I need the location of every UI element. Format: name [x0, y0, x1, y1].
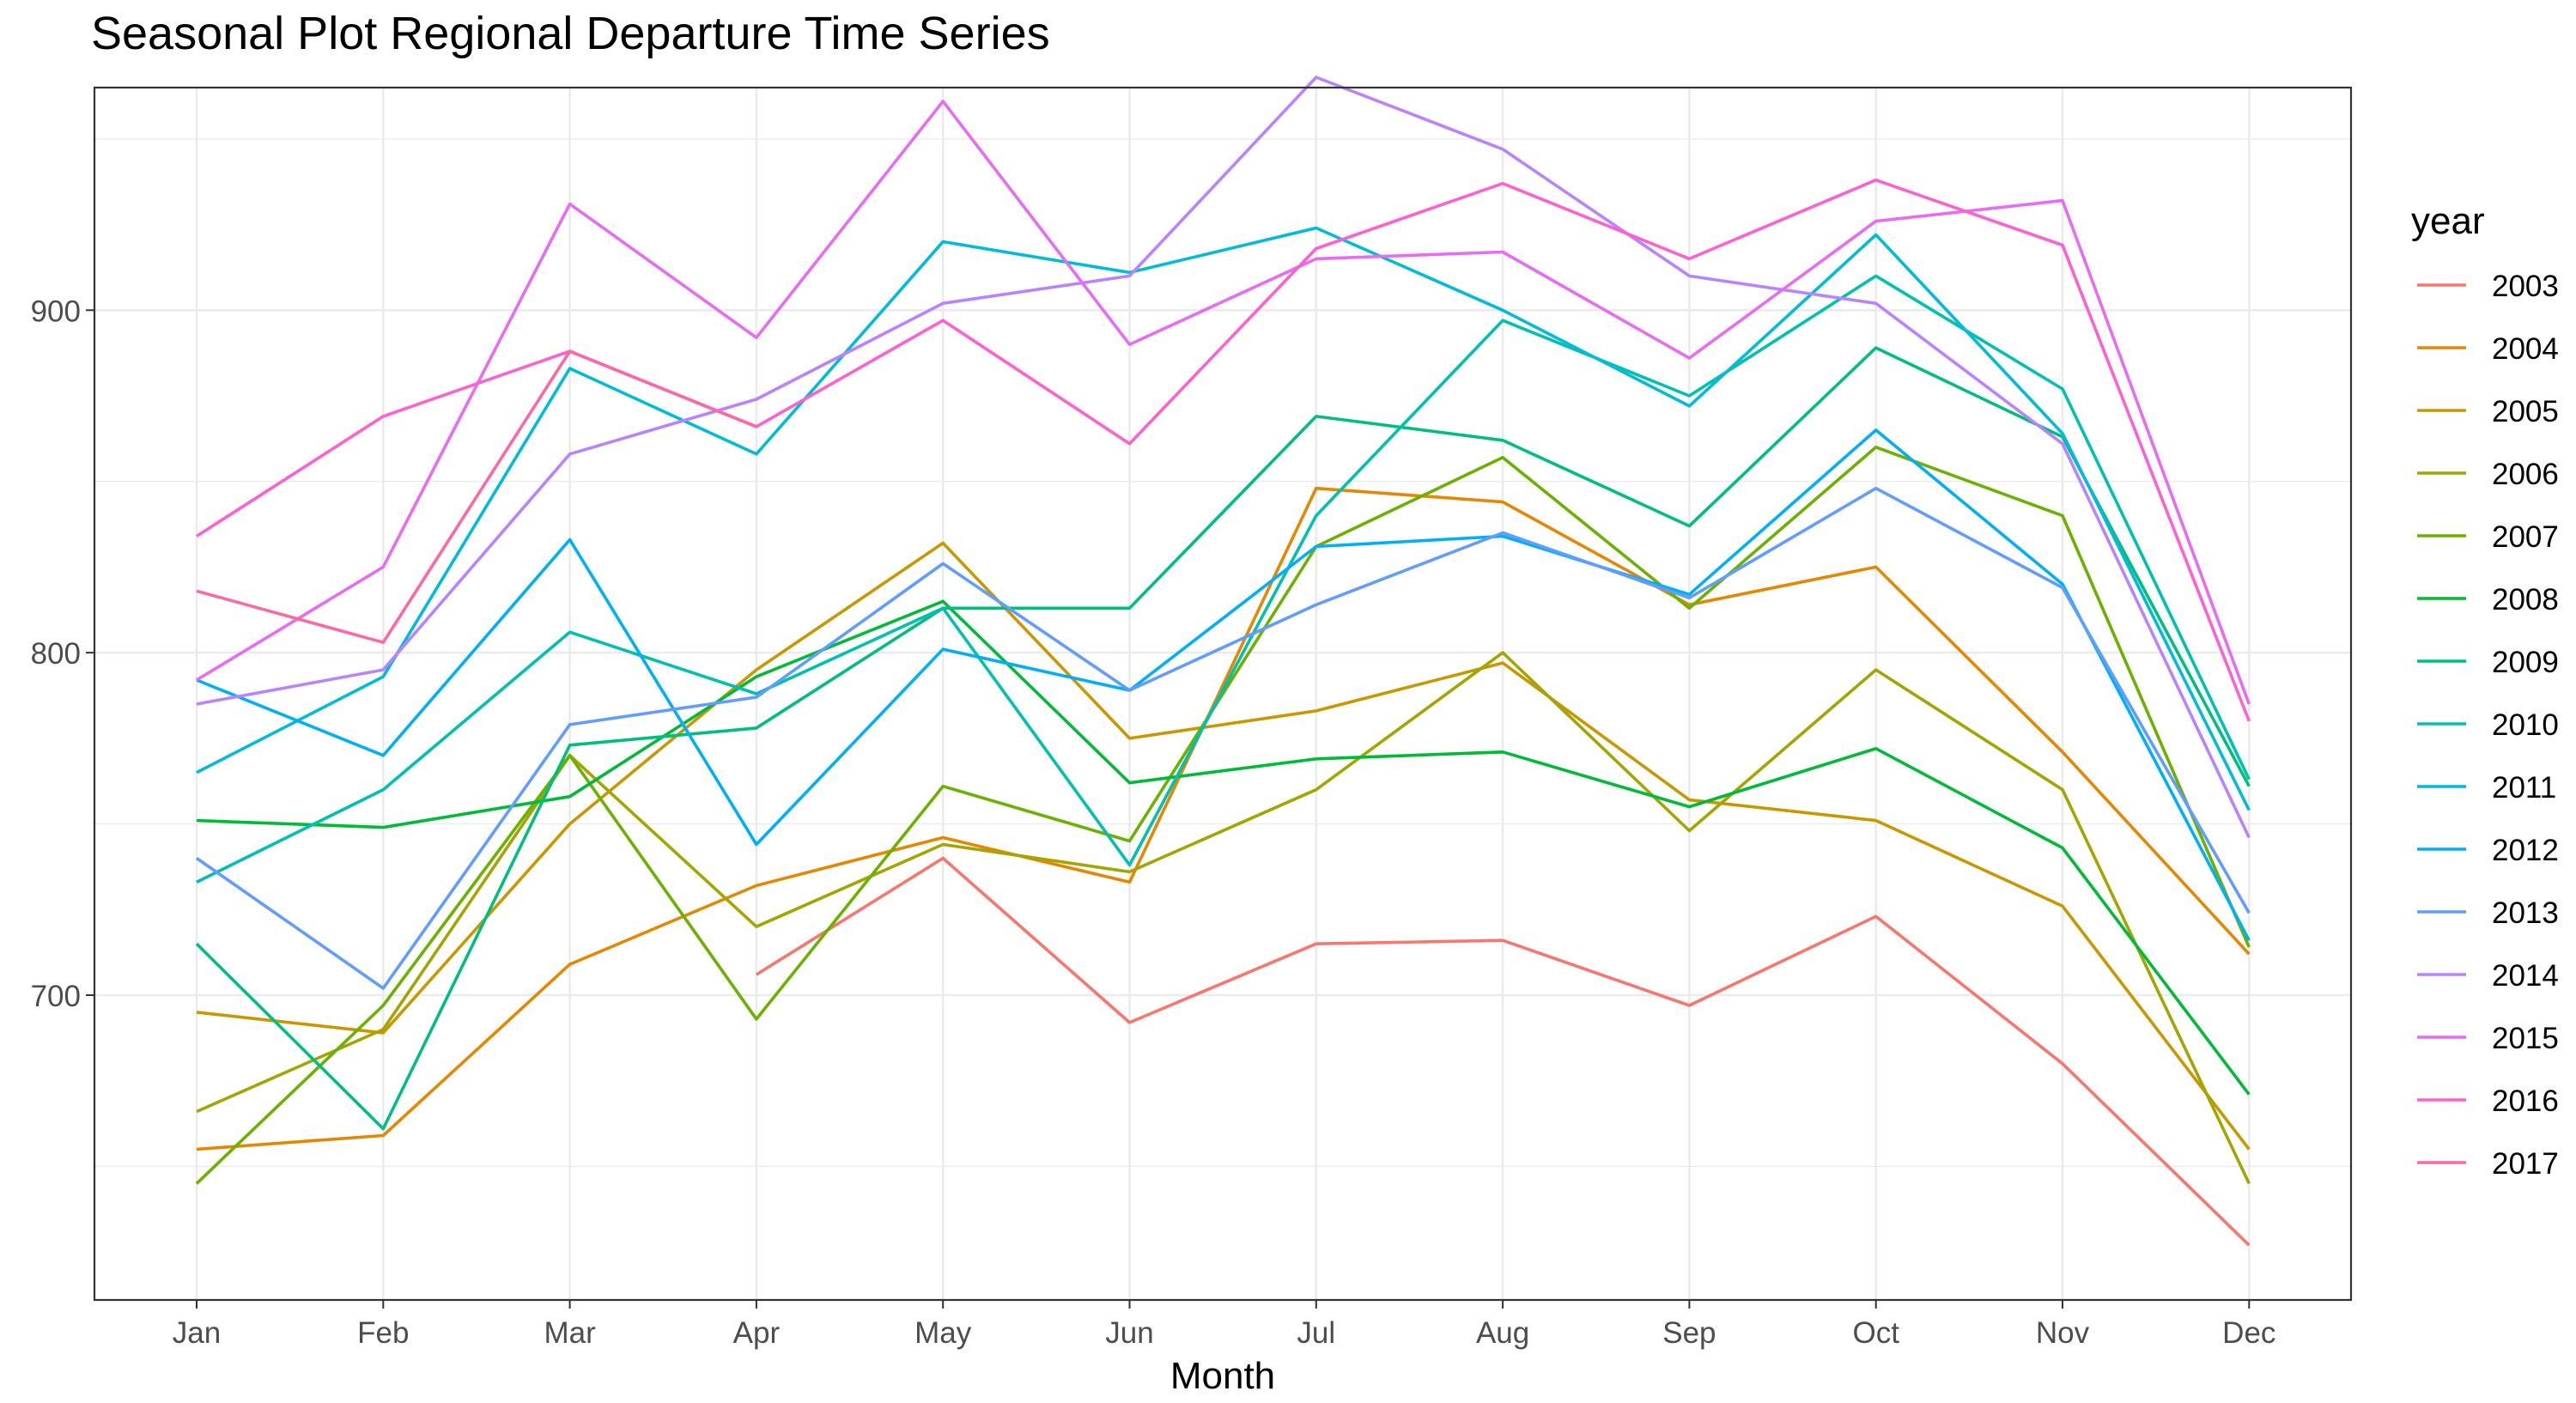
- legend-label-2012: 2012: [2492, 834, 2559, 867]
- series-line-2016: [196, 178, 2251, 722]
- legend-label-2017: 2017: [2492, 1147, 2559, 1181]
- y-tick-label: 700: [31, 980, 81, 1013]
- legend-label-2003: 2003: [2492, 270, 2559, 303]
- legend-item-2008: 2008: [2417, 583, 2559, 616]
- series-line-2009: [195, 346, 2251, 1131]
- legend-label-2009: 2009: [2492, 646, 2559, 679]
- series-lines: [195, 76, 2251, 1247]
- x-tick-label: Jul: [1297, 1316, 1335, 1350]
- x-tick-label: Apr: [733, 1316, 781, 1350]
- legend-item-2011: 2011: [2417, 771, 2556, 805]
- legend-item-2012: 2012: [2417, 834, 2559, 867]
- series-line-2013: [195, 486, 2251, 990]
- series-line-2005: [196, 541, 2251, 1151]
- legend-item-2017: 2017: [2417, 1147, 2559, 1181]
- legend-label-2006: 2006: [2492, 458, 2559, 491]
- grid-minor: [94, 138, 2351, 1168]
- x-axis: Jan Feb Mar Apr May Jun Jul Aug Sep Oct Nov Dec: [173, 1300, 2275, 1350]
- series-line-2004: [196, 486, 2251, 1151]
- x-tick-label: Mar: [544, 1316, 596, 1350]
- x-tick-label: Dec: [2222, 1316, 2275, 1350]
- x-tick-label: May: [914, 1316, 972, 1350]
- legend-title: year: [2411, 200, 2485, 242]
- series-line-2010: [196, 274, 2251, 884]
- legend-label-2005: 2005: [2492, 395, 2559, 428]
- legend-item-2009: 2009: [2417, 646, 2559, 679]
- legend-item-2010: 2010: [2417, 708, 2559, 742]
- legend-item-2016: 2016: [2417, 1084, 2559, 1118]
- series-line-2017: [196, 349, 757, 644]
- plot-panel-border: [93, 86, 2353, 1302]
- x-tick-label: Nov: [2036, 1316, 2090, 1350]
- legend-items: 2003 2004 2005 2006 2007 2008 2009 2010 2011 2012…: [2417, 270, 2559, 1181]
- legend-item-2015: 2015: [2417, 1022, 2559, 1055]
- series-line-2015: [196, 100, 2251, 705]
- legend: year 2003 2004 2005 2006 2007 2008 2009 2010 201…: [2411, 200, 2559, 1181]
- x-tick-label: Sep: [1662, 1316, 1716, 1350]
- series-line-2014: [196, 76, 2251, 839]
- legend-label-2011: 2011: [2492, 771, 2556, 805]
- legend-item-2014: 2014: [2417, 959, 2559, 993]
- legend-item-2003: 2003: [2417, 270, 2559, 303]
- x-tick-label: Aug: [1476, 1316, 1529, 1350]
- legend-item-2007: 2007: [2417, 520, 2559, 554]
- legend-label-2004: 2004: [2492, 332, 2559, 366]
- legend-label-2016: 2016: [2492, 1084, 2559, 1118]
- x-axis-title: Month: [1170, 1355, 1275, 1397]
- x-tick-label: Jan: [173, 1316, 221, 1350]
- x-tick-label: Jun: [1105, 1316, 1153, 1350]
- y-tick-label: 800: [31, 637, 81, 671]
- x-tick-label: Oct: [1852, 1316, 1899, 1350]
- series-line-2008: [196, 599, 2251, 1096]
- legend-label-2015: 2015: [2492, 1022, 2559, 1055]
- series-line-2007: [195, 446, 2251, 1185]
- legend-label-2010: 2010: [2492, 708, 2559, 742]
- legend-label-2008: 2008: [2492, 583, 2559, 616]
- y-tick-label: 900: [31, 295, 81, 328]
- y-axis: 700 800 900: [31, 295, 94, 1013]
- legend-label-2014: 2014: [2492, 959, 2559, 993]
- series-line-2012: [196, 428, 2251, 942]
- x-tick-label: Feb: [357, 1316, 409, 1350]
- legend-item-2006: 2006: [2417, 458, 2559, 491]
- legend-label-2007: 2007: [2492, 520, 2559, 554]
- legend-item-2013: 2013: [2417, 896, 2559, 930]
- chart-title: Seasonal Plot Regional Departure Time Se…: [91, 8, 1050, 59]
- legend-item-2004: 2004: [2417, 332, 2559, 366]
- series-line-2003: [755, 856, 2251, 1247]
- legend-item-2005: 2005: [2417, 395, 2559, 428]
- legend-label-2013: 2013: [2492, 896, 2559, 930]
- series-line-2011: [196, 226, 2251, 811]
